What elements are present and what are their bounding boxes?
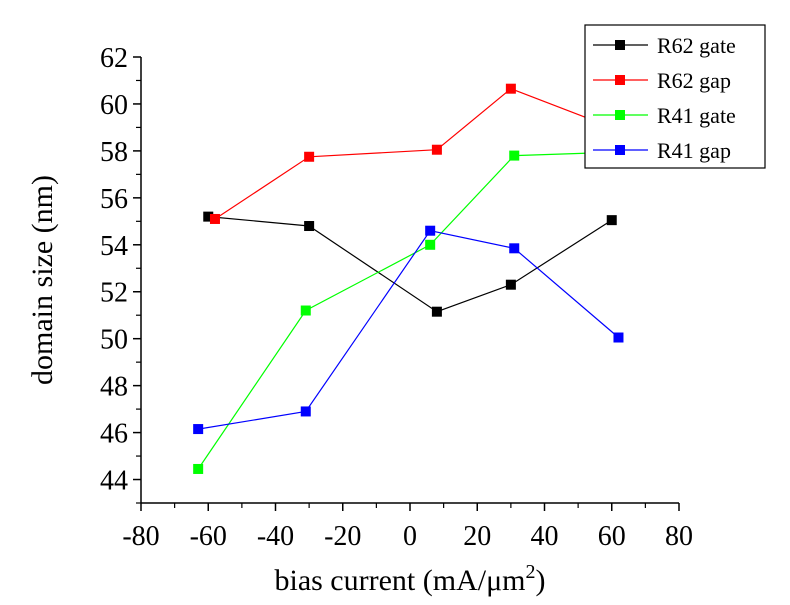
data-point-r62-gate — [606, 215, 617, 226]
series-line-r41-gate — [197, 151, 619, 470]
y-tick-label: 62 — [100, 43, 128, 74]
x-axis-title-sup: 2 — [526, 561, 536, 583]
legend-marker — [615, 110, 625, 120]
data-point-r62-gate — [203, 211, 214, 222]
legend-marker — [615, 40, 625, 50]
data-point-r62-gap — [431, 144, 442, 155]
y-tick-label: 52 — [100, 278, 128, 309]
x-tick-label: -40 — [257, 521, 294, 552]
data-point-r62-gap — [505, 83, 516, 94]
x-tick-label: 60 — [598, 521, 626, 552]
series-line-r41-gap — [198, 230, 619, 430]
x-axis-title: bias current (mA/μm2) — [274, 561, 545, 597]
y-tick-label: 46 — [100, 419, 128, 450]
y-tick-label: 58 — [100, 137, 128, 168]
data-point-r41-gap — [613, 332, 624, 343]
data-point-r62-gate — [431, 306, 442, 317]
x-tick-label: 20 — [463, 521, 491, 552]
data-point-r41-gap — [300, 406, 311, 417]
y-axis-title: domain size (nm) — [26, 175, 59, 385]
legend-label: R62 gap — [657, 68, 731, 93]
legend-marker — [615, 75, 625, 85]
legend-marker — [615, 145, 625, 155]
legend-label: R41 gate — [657, 103, 736, 128]
data-point-r41-gate — [300, 305, 311, 316]
series-line-r62-gate — [208, 216, 613, 313]
x-tick-label: 0 — [403, 521, 417, 552]
y-tick-label: 56 — [100, 184, 128, 215]
x-tick-label: 40 — [531, 521, 559, 552]
data-point-r41-gap — [425, 225, 436, 236]
data-point-r41-gap — [193, 424, 204, 435]
x-tick-label: -80 — [122, 521, 159, 552]
data-point-r41-gap — [509, 243, 520, 254]
x-axis-title-close: ) — [536, 564, 546, 597]
x-tick-label: -20 — [324, 521, 361, 552]
data-point-r41-gate — [193, 463, 204, 474]
legend: R62 gate R62 gap R41 gate R41 gap — [584, 24, 766, 169]
x-tick-label: 80 — [665, 521, 693, 552]
data-point-r41-gate — [509, 150, 520, 161]
data-point-r41-gate — [425, 239, 436, 250]
x-axis-title-main: bias current (mA/μm — [274, 564, 525, 597]
legend-label: R62 gate — [657, 33, 736, 58]
y-tick-label: 48 — [100, 372, 128, 403]
data-point-r62-gap — [209, 213, 220, 224]
data-point-r62-gap — [304, 151, 315, 162]
x-tick-label: -60 — [190, 521, 227, 552]
y-tick-label: 50 — [100, 325, 128, 356]
y-tick-label: 60 — [100, 90, 128, 121]
y-tick-label: 54 — [100, 231, 128, 262]
legend-label: R41 gap — [657, 138, 731, 163]
data-point-r62-gate — [505, 279, 516, 290]
data-point-r62-gate — [304, 221, 315, 232]
y-tick-label: 44 — [100, 466, 128, 497]
